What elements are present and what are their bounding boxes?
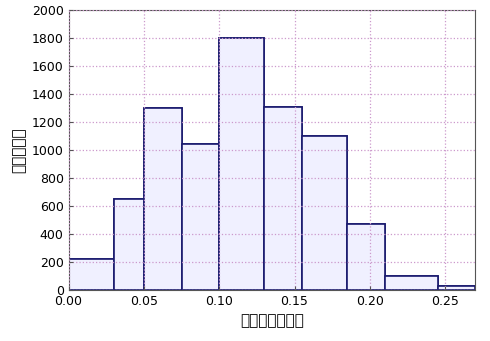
Bar (302, 136, 347, 290)
Bar (265, 107, 302, 290)
Bar (114, 199, 144, 290)
Bar (144, 108, 182, 290)
Y-axis label: 出现的次数: 出现的次数 (11, 127, 26, 173)
Bar (219, 38, 265, 290)
Bar (347, 224, 385, 290)
Bar (347, 224, 385, 290)
Bar (438, 286, 475, 290)
Bar (302, 136, 347, 290)
Bar (219, 38, 265, 290)
Bar (265, 107, 302, 290)
Bar (182, 145, 219, 290)
Bar (438, 286, 475, 290)
X-axis label: 输入信号的幅度: 输入信号的幅度 (240, 313, 304, 328)
Bar (182, 145, 219, 290)
Bar (114, 199, 144, 290)
Bar (144, 108, 182, 290)
Bar (385, 276, 438, 290)
Bar (69, 259, 114, 290)
Bar (69, 259, 114, 290)
Bar (385, 276, 438, 290)
